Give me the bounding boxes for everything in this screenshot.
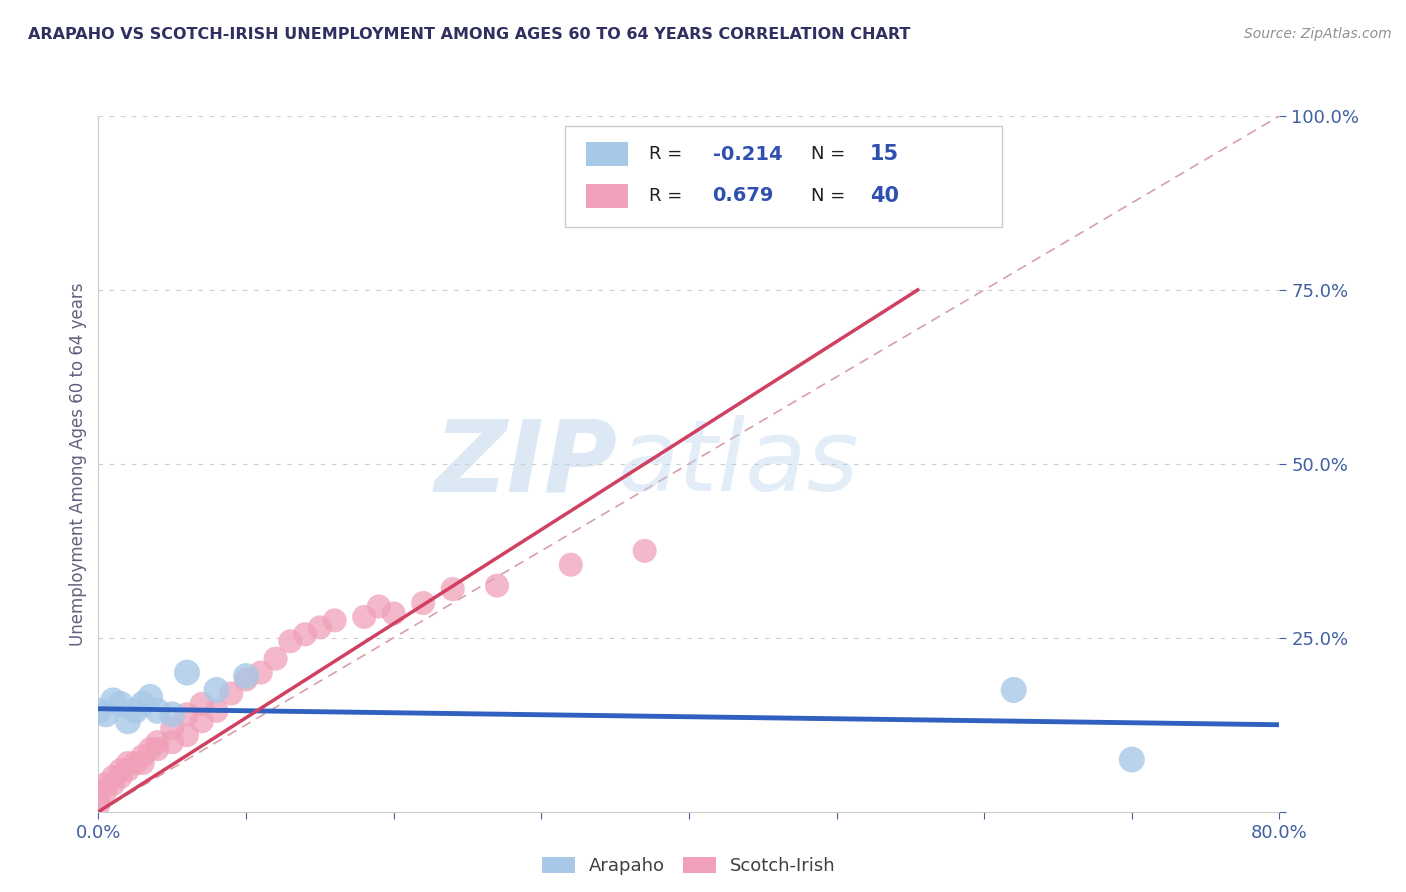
Point <box>235 673 257 687</box>
Point <box>117 756 139 770</box>
Point <box>176 728 198 742</box>
Point <box>191 697 214 711</box>
Point <box>117 714 139 729</box>
Text: Source: ZipAtlas.com: Source: ZipAtlas.com <box>1244 27 1392 41</box>
Point <box>382 607 405 621</box>
Point <box>368 599 391 614</box>
Point <box>87 704 110 718</box>
Text: ARAPAHO VS SCOTCH-IRISH UNEMPLOYMENT AMONG AGES 60 TO 64 YEARS CORRELATION CHART: ARAPAHO VS SCOTCH-IRISH UNEMPLOYMENT AMO… <box>28 27 911 42</box>
Point <box>162 707 183 722</box>
Point <box>94 784 117 798</box>
Text: 40: 40 <box>870 186 898 206</box>
Point <box>162 721 183 735</box>
Point <box>486 578 509 592</box>
Point <box>162 735 183 749</box>
Text: 0.679: 0.679 <box>713 186 773 205</box>
Point <box>294 627 316 641</box>
Text: R =: R = <box>648 145 688 163</box>
Point <box>94 777 117 791</box>
Y-axis label: Unemployment Among Ages 60 to 64 years: Unemployment Among Ages 60 to 64 years <box>69 282 87 646</box>
Point <box>441 582 464 596</box>
Text: N =: N = <box>811 145 851 163</box>
Point <box>110 697 132 711</box>
Point <box>94 707 117 722</box>
Point <box>139 690 162 704</box>
FancyBboxPatch shape <box>565 127 1002 227</box>
Point <box>146 735 169 749</box>
Point <box>103 770 125 784</box>
Point <box>87 784 110 798</box>
Point <box>110 770 132 784</box>
Text: ZIP: ZIP <box>434 416 619 512</box>
Point <box>309 620 332 634</box>
Text: atlas: atlas <box>619 416 859 512</box>
Point <box>176 707 198 722</box>
Point <box>176 665 198 680</box>
Point <box>146 742 169 756</box>
Point <box>132 756 155 770</box>
Point <box>219 686 242 700</box>
Point <box>1121 753 1143 767</box>
Point <box>323 614 346 628</box>
Point <box>132 697 155 711</box>
Point <box>110 763 132 777</box>
Point <box>353 610 375 624</box>
Point <box>264 651 287 665</box>
Point <box>633 544 655 558</box>
Point <box>87 790 110 805</box>
Text: -0.214: -0.214 <box>713 145 782 164</box>
Point <box>103 693 125 707</box>
Point <box>191 714 214 729</box>
FancyBboxPatch shape <box>586 184 627 208</box>
Point <box>139 742 162 756</box>
Point <box>205 704 228 718</box>
Text: N =: N = <box>811 187 851 205</box>
Point <box>278 634 302 648</box>
Point <box>132 749 155 764</box>
Point <box>117 763 139 777</box>
Point <box>1002 683 1025 698</box>
Text: 15: 15 <box>870 145 898 164</box>
Point <box>412 596 434 610</box>
Legend: Arapaho, Scotch-Irish: Arapaho, Scotch-Irish <box>534 850 844 883</box>
Point <box>250 665 273 680</box>
Point <box>124 704 146 718</box>
Point <box>103 777 125 791</box>
Point <box>124 756 146 770</box>
Point <box>146 704 169 718</box>
Point <box>560 558 582 572</box>
Point <box>87 797 110 812</box>
Text: R =: R = <box>648 187 688 205</box>
FancyBboxPatch shape <box>586 142 627 167</box>
Point <box>205 683 228 698</box>
Point <box>235 669 257 683</box>
